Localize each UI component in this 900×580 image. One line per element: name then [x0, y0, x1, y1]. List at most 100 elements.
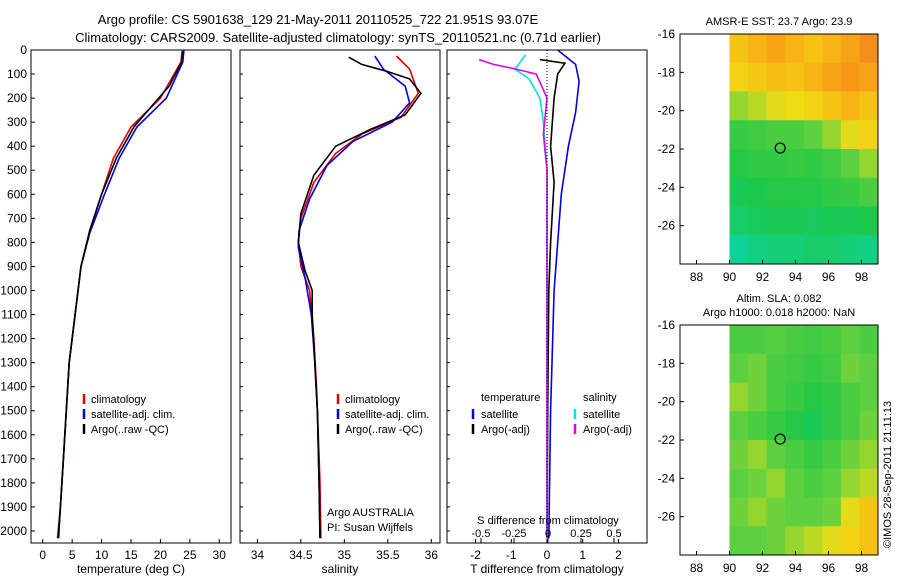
heatmap-cell	[785, 177, 805, 207]
y-tick-label: -16	[658, 318, 676, 332]
heatmap-cell	[785, 62, 805, 92]
x-tick-label: 15	[124, 548, 138, 562]
heatmap-cell	[840, 62, 860, 92]
x-tick-label: 35.5	[376, 548, 400, 562]
legend-title: salinity	[583, 392, 617, 404]
heatmap-cell	[840, 206, 860, 236]
heatmap-cell	[859, 411, 879, 441]
heatmap-cell	[766, 325, 786, 355]
legend-title: temperature	[481, 392, 540, 404]
heatmap-cell	[803, 149, 823, 179]
heatmap-cell	[748, 91, 768, 121]
heatmap-cell	[803, 62, 823, 92]
heatmap-cell	[822, 34, 842, 64]
heatmap-cell	[822, 411, 842, 441]
y-tick-label: -22	[658, 433, 676, 447]
heatmap-cell	[803, 497, 823, 527]
y-tick-label: 1600	[0, 428, 27, 442]
legend-label: Argo(-adj)	[481, 424, 530, 436]
legend-label: Argo(-adj)	[583, 424, 632, 436]
s-axis-label: S difference from climatology	[477, 515, 619, 527]
x-tick-label: 94	[789, 561, 803, 575]
x-tick-label: -2	[470, 548, 481, 562]
heatmap-cell	[803, 468, 823, 498]
s-tick-label: 0	[545, 528, 551, 540]
heatmap-cell	[822, 497, 842, 527]
heatmap-cell	[803, 235, 823, 265]
y-tick-label: 300	[7, 115, 27, 129]
y-tick-label: 1700	[0, 452, 27, 466]
heatmap-cell	[822, 62, 842, 92]
heatmap-cell	[840, 177, 860, 207]
heatmap-cell	[766, 62, 786, 92]
x-tick-label: 96	[822, 561, 836, 575]
y-tick-label: -16	[658, 27, 676, 41]
heatmap-cell	[766, 353, 786, 383]
heatmap-cell	[840, 325, 860, 355]
x-tick-label: 88	[690, 561, 704, 575]
heatmap-cell	[803, 325, 823, 355]
heatmap-cell	[766, 149, 786, 179]
y-tick-label: 200	[7, 91, 27, 105]
header-line-2: Climatology: CARS2009. Satellite-adjuste…	[75, 30, 601, 45]
y-tick-label: -22	[658, 142, 676, 156]
heatmap-cell	[822, 149, 842, 179]
heatmap-cell	[729, 497, 749, 527]
heatmap-cell	[729, 34, 749, 64]
heatmap-cell	[840, 526, 860, 556]
x-tick-label: 25	[183, 548, 197, 562]
heatmap-cell	[859, 149, 879, 179]
heatmap-cell	[766, 497, 786, 527]
heatmap-cell	[840, 468, 860, 498]
legend-label: climatology	[345, 394, 401, 406]
series-line-satellite	[513, 54, 548, 539]
y-tick-label: -18	[658, 65, 676, 79]
s-tick-label: -0.5	[472, 528, 491, 540]
heatmap-cell	[729, 526, 749, 556]
heatmap-cell	[803, 382, 823, 412]
map-title: AMSR-E SST: 23.7 Argo: 23.9	[706, 16, 853, 28]
heatmap-cell	[822, 382, 842, 412]
y-tick-label: -20	[658, 395, 676, 409]
heatmap-cell	[785, 235, 805, 265]
heatmap-cell	[803, 34, 823, 64]
legend-label: satellite	[583, 409, 620, 421]
argo-position-marker	[774, 433, 786, 445]
x-tick-label: 0	[39, 548, 46, 562]
heatmap-cell	[766, 34, 786, 64]
heatmap-cell	[766, 411, 786, 441]
heatmap-cell	[803, 120, 823, 150]
heatmap-cell	[785, 526, 805, 556]
legend-label: satellite	[481, 409, 518, 421]
legend-label: Argo(..raw -QC)	[91, 424, 169, 436]
y-tick-label: -26	[658, 510, 676, 524]
annotation-line: Argo AUSTRALIA	[327, 507, 414, 519]
legend-label: climatology	[91, 394, 147, 406]
x-tick-label: 0	[544, 548, 551, 562]
legend-label: satellite-adj. clim.	[91, 409, 175, 421]
heatmap-cell	[822, 468, 842, 498]
heatmap-cell	[785, 468, 805, 498]
heatmap-cell	[729, 325, 749, 355]
y-tick-label: -26	[658, 219, 676, 233]
credit-text: ©IMOS 28-Sep-2011 21:11:13	[882, 401, 894, 548]
x-tick-label: 96	[822, 270, 836, 284]
series-line-climatology	[56, 49, 183, 539]
series-line-satellite	[548, 49, 580, 539]
heatmap-cell	[748, 353, 768, 383]
s-tick-label: 0.5	[606, 528, 621, 540]
difference-profile-panel: -2 -1 0 1 2T difference from climatology -0.5…	[446, 49, 648, 576]
x-tick-label: 30	[213, 548, 227, 562]
heatmap-cell	[840, 411, 860, 441]
heatmap-cell	[803, 206, 823, 236]
heatmap-cell	[840, 120, 860, 150]
heatmap-cell	[803, 411, 823, 441]
heatmap-cell	[840, 440, 860, 470]
heatmap-cell	[766, 440, 786, 470]
heatmap-cell	[729, 149, 749, 179]
heatmap-cell	[840, 353, 860, 383]
y-tick-label: -24	[658, 180, 676, 194]
x-tick-label: 88	[690, 270, 704, 284]
x-axis-label: T difference from climatology	[470, 562, 624, 576]
y-tick-label: 100	[7, 67, 27, 81]
